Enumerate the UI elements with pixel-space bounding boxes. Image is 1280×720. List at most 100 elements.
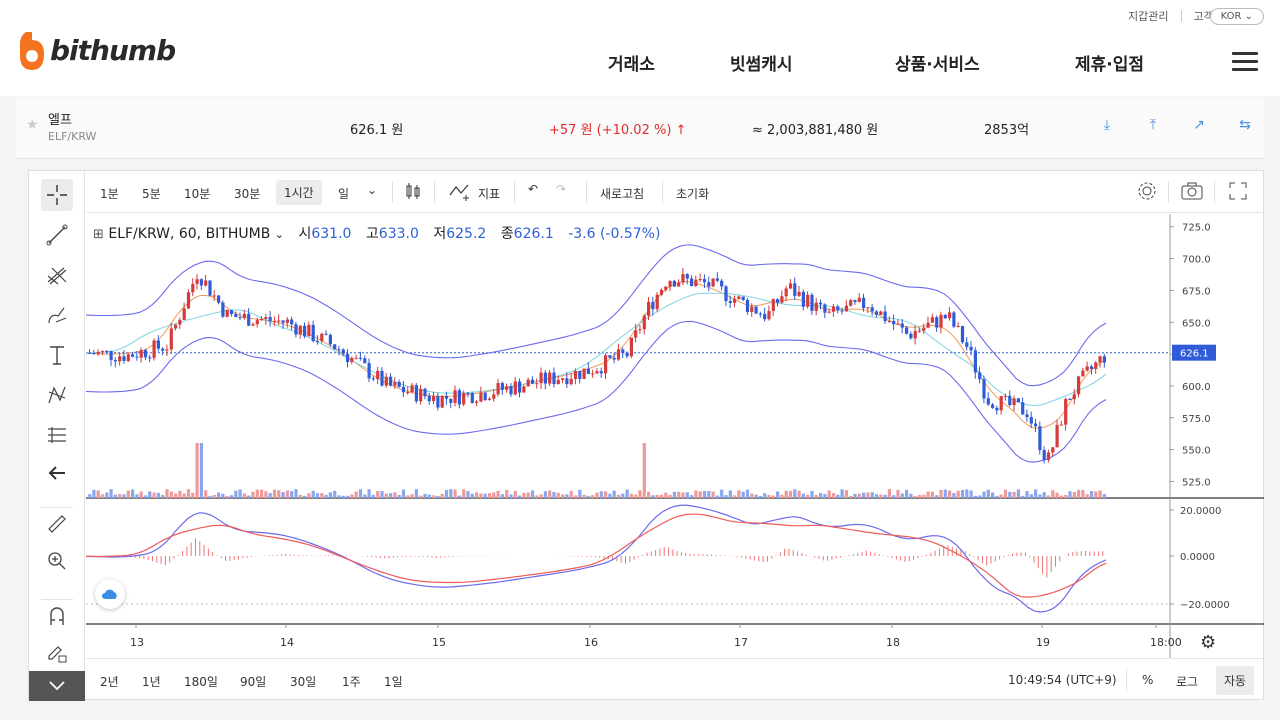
brush-icon[interactable]: [41, 299, 73, 331]
settings-icon[interactable]: [1136, 180, 1158, 205]
refresh-button[interactable]: 새로고침: [600, 187, 645, 201]
chevron-down-icon[interactable]: ⌄: [274, 228, 284, 241]
nav-bithumb-cash[interactable]: 빗썸캐시: [730, 55, 793, 75]
pattern-icon[interactable]: [41, 379, 73, 411]
clock-time: 10:49:54 (UTC+9): [1008, 673, 1117, 687]
chevron-down-icon[interactable]: ⌄: [367, 183, 378, 197]
candle-body: [866, 307, 870, 309]
volume-bar: [419, 495, 423, 498]
candle-body: [948, 312, 952, 319]
range-180d[interactable]: 180일: [184, 675, 218, 689]
candle-body: [1089, 366, 1094, 370]
high-label: 고: [365, 226, 379, 242]
redo-icon[interactable]: ↷: [556, 182, 567, 196]
timeframe-1m[interactable]: 1분: [100, 187, 119, 201]
pencil-lock-icon[interactable]: [41, 637, 73, 669]
legend-toggle-icon[interactable]: ⊞: [93, 227, 104, 242]
language-select[interactable]: KOR ⌄: [1209, 8, 1264, 25]
candle-body: [1098, 356, 1102, 363]
logo[interactable]: bithumb: [18, 30, 176, 70]
collapse-icon[interactable]: [29, 671, 85, 701]
nav-exchange[interactable]: 거래소: [608, 55, 655, 75]
timeframe-day[interactable]: 일: [338, 187, 350, 201]
high-value: 633.0: [378, 226, 419, 242]
range-30d[interactable]: 30일: [290, 675, 317, 689]
swap-icon[interactable]: ⇆: [1239, 117, 1251, 133]
macd-tick-label: 0.0000: [1180, 552, 1215, 563]
timeframe-5m[interactable]: 5분: [142, 187, 161, 201]
volume-bar: [500, 494, 504, 498]
price-chart[interactable]: 725.0700.0675.0650.0625.0600.0575.0550.0…: [86, 214, 1264, 658]
axis-settings-icon[interactable]: ⚙: [1200, 632, 1216, 653]
candle-body: [1021, 402, 1025, 415]
auto-toggle[interactable]: 자동: [1216, 666, 1255, 695]
candle-body: [238, 317, 242, 319]
crosshair-icon[interactable]: [41, 179, 73, 211]
deposit-icon[interactable]: ⤓: [1103, 117, 1111, 133]
text-icon[interactable]: [41, 339, 73, 371]
volume-bar: [178, 490, 182, 498]
timeframe-10m[interactable]: 10분: [184, 187, 211, 201]
candle-body: [672, 280, 676, 287]
back-arrow-icon[interactable]: [41, 457, 73, 489]
fib-icon[interactable]: [41, 259, 73, 291]
percent-toggle[interactable]: %: [1142, 673, 1154, 687]
range-1d[interactable]: 1일: [384, 675, 403, 689]
camera-icon[interactable]: [1180, 181, 1204, 204]
volume-bar: [199, 443, 203, 498]
range-bar: 2년 1년 180일 90일 30일 1주 1일 10:49:54 (UTC+9…: [86, 658, 1264, 700]
volume-bar: [410, 494, 414, 498]
candle-body: [505, 386, 509, 390]
candle-type-icon[interactable]: [404, 181, 422, 204]
volume-bar: [569, 490, 573, 498]
symbol-label[interactable]: ELF/KRW, 60, BITHUMB: [108, 226, 271, 242]
candle-body: [328, 334, 332, 345]
candle-body: [535, 383, 539, 385]
volume-bar: [384, 493, 388, 498]
measure-lines-icon[interactable]: [41, 419, 73, 451]
volume-bar: [909, 493, 913, 498]
reset-button[interactable]: 초기화: [676, 187, 710, 201]
zoom-icon[interactable]: [41, 545, 73, 577]
volume-bar: [182, 493, 186, 498]
log-toggle[interactable]: 로그: [1176, 675, 1199, 689]
candle-body: [1059, 424, 1063, 426]
volume-bar: [436, 495, 440, 498]
volume-bar: [586, 495, 590, 498]
time-tick-label: 17: [734, 636, 748, 649]
volume-bar: [612, 490, 616, 498]
indicator-label[interactable]: 지표: [478, 187, 501, 201]
trend-icon[interactable]: ↗: [1193, 117, 1205, 133]
candle-body: [320, 333, 324, 341]
volume-bar: [311, 490, 315, 498]
withdraw-icon[interactable]: ⤒: [1149, 117, 1157, 133]
favorite-star-icon[interactable]: ★: [26, 117, 39, 133]
menu-icon[interactable]: [1232, 52, 1258, 72]
range-1w[interactable]: 1주: [342, 675, 361, 689]
ruler-icon[interactable]: [41, 507, 73, 539]
magnet-icon[interactable]: [41, 599, 73, 631]
range-90d[interactable]: 90일: [240, 675, 267, 689]
nav-partnership[interactable]: 제휴·입점: [1075, 55, 1145, 75]
fullscreen-icon[interactable]: [1228, 181, 1248, 204]
timeframe-1h[interactable]: 1시간: [276, 180, 322, 205]
indicator-icon[interactable]: [448, 181, 474, 204]
timeframe-30m[interactable]: 30분: [234, 187, 261, 201]
volume-bar: [328, 492, 332, 498]
volume-bar: [285, 490, 289, 498]
nav-products-services[interactable]: 상품·서비스: [895, 55, 980, 75]
divider: [662, 181, 663, 203]
candle-body: [870, 307, 874, 312]
trend-line-icon[interactable]: [41, 219, 73, 251]
candle-body: [862, 297, 866, 309]
cloud-icon[interactable]: [95, 579, 125, 609]
range-1y[interactable]: 1년: [142, 675, 161, 689]
candle-body: [604, 355, 608, 374]
range-2y[interactable]: 2년: [100, 675, 119, 689]
wallet-link[interactable]: 지갑관리: [1128, 10, 1169, 23]
coin-name: 엘프: [48, 113, 72, 128]
candle-body: [1046, 452, 1051, 460]
volume-bar: [131, 489, 135, 498]
undo-icon[interactable]: ↶: [528, 182, 539, 196]
volume-bar: [926, 491, 930, 498]
